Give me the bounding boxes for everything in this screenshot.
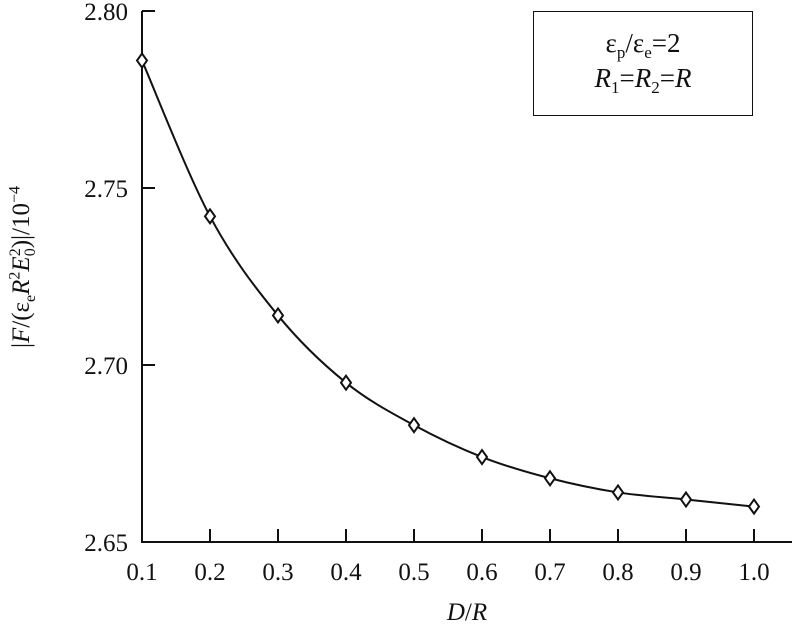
y-ticks: 2.65 2.70 2.75 2.80 [84, 0, 155, 557]
x-tick-label: 0.5 [398, 559, 429, 586]
diamond-marker [135, 51, 149, 70]
x-tick-label: 0.7 [534, 559, 565, 586]
x-tick-label: 0.9 [670, 559, 701, 586]
x-tick-label: 1.0 [738, 559, 769, 586]
x-tick-label: 0.2 [194, 559, 225, 586]
diamond-marker [203, 207, 217, 226]
y-tick-label: 2.80 [84, 0, 128, 26]
y-axis-title: |F/(εeR2E20)|/10−4 [6, 185, 39, 349]
x-axis-title: D/R [446, 599, 487, 626]
y-tick-label: 2.65 [84, 530, 128, 557]
diamond-marker [679, 490, 693, 509]
x-ticks: 0.1 0.2 0.3 0.4 0.5 0.6 0.7 0.8 0.9 1.0 [126, 529, 770, 586]
y-tick-label: 2.70 [84, 353, 128, 380]
annotation-line-1: εp/εe=2 [605, 28, 681, 62]
x-tick-label: 0.3 [262, 559, 293, 586]
x-tick-label: 0.4 [330, 559, 362, 586]
diamond-marker [475, 448, 489, 466]
y-tick-label: 2.75 [84, 176, 128, 203]
data-line [141, 60, 755, 508]
x-tick-label: 0.8 [602, 559, 633, 586]
annotation-box: εp/εe=2 R1=R2=R [533, 11, 753, 116]
x-tick-label: 0.6 [466, 559, 497, 586]
diamond-marker [339, 373, 353, 392]
diamond-marker [543, 469, 557, 488]
x-tick-label: 0.1 [126, 559, 157, 586]
diamond-marker [407, 416, 421, 434]
diamond-marker [611, 483, 625, 502]
data-markers [135, 51, 761, 516]
axes [141, 11, 792, 543]
diamond-marker [747, 497, 761, 516]
annotation-line-2: R1=R2=R [594, 63, 692, 97]
diamond-marker [271, 306, 285, 325]
